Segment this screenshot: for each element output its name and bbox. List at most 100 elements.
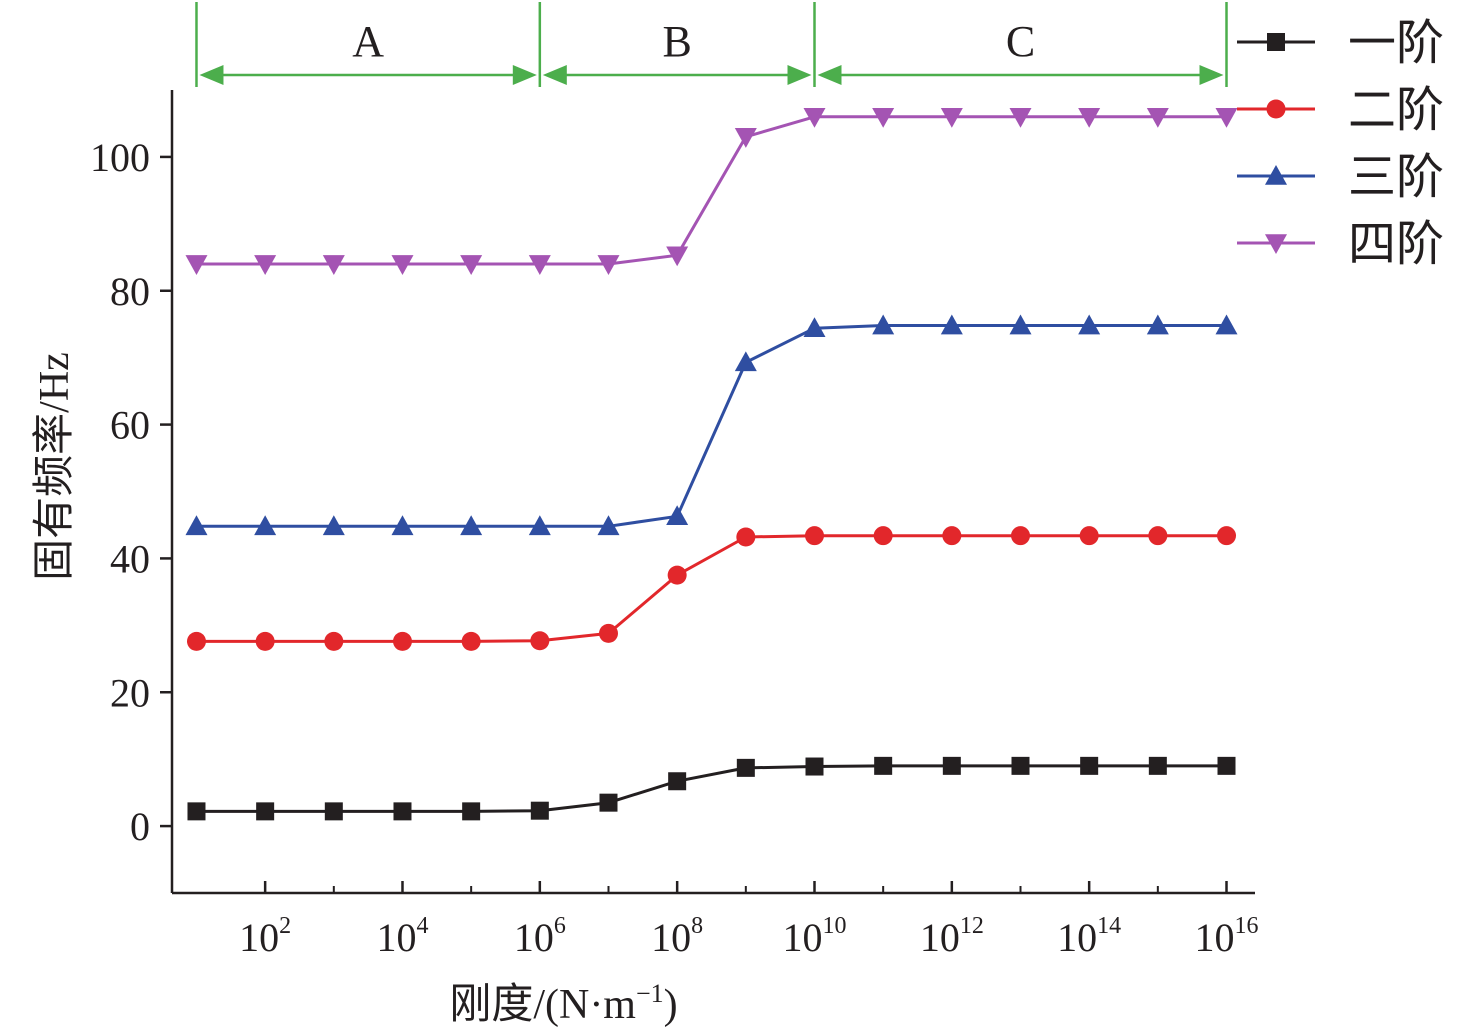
data-point [393, 802, 412, 821]
data-point [872, 314, 895, 335]
region-arrow-right-head [787, 65, 812, 85]
data-point [1080, 756, 1099, 775]
x-axis-title: 刚度/(N·m−1) [449, 979, 677, 1028]
data-point [667, 565, 687, 585]
plot-area [185, 107, 1238, 821]
legend-marker [1266, 99, 1286, 119]
x-tick-label: 106 [514, 913, 566, 960]
data-point [874, 756, 893, 775]
x-tick-exponent: 6 [554, 913, 566, 939]
data-point [460, 515, 483, 536]
region-arrow-right-head [512, 65, 537, 85]
data-point [1148, 526, 1168, 546]
data-point [599, 793, 618, 812]
legend-item-1: 一阶 [1237, 17, 1444, 70]
data-point [186, 631, 206, 651]
y-tick-label: 40 [110, 536, 150, 581]
x-tick-label: 102 [239, 913, 291, 960]
data-point [597, 515, 620, 536]
data-point [185, 255, 208, 275]
data-point [1011, 526, 1031, 546]
legend-label: 一阶 [1348, 17, 1444, 70]
legend-label: 三阶 [1348, 151, 1444, 204]
x-tick-label: 1014 [1057, 913, 1121, 960]
region-arrow-right-head [1199, 65, 1224, 85]
legend-label: 二阶 [1348, 84, 1444, 137]
data-point [324, 631, 344, 651]
x-tick-base: 10 [920, 915, 960, 960]
data-point [598, 623, 618, 643]
legend-label: 四阶 [1348, 218, 1444, 271]
data-point [1079, 526, 1099, 546]
region-label-c: C [1006, 17, 1035, 66]
y-tick-label: 0 [130, 804, 150, 849]
x-axis-title-main: 刚度/(N·m [449, 982, 636, 1028]
data-point [528, 255, 551, 275]
x-tick-label: 1010 [782, 913, 846, 960]
x-tick-exponent: 16 [1235, 913, 1259, 939]
data-point [734, 128, 757, 148]
data-point [1009, 314, 1032, 335]
data-point [1009, 107, 1032, 128]
data-point [322, 515, 345, 536]
x-tick-base: 10 [376, 915, 416, 960]
x-tick-base: 10 [651, 915, 691, 960]
x-tick-label: 108 [651, 913, 703, 960]
x-axis-title-tail: ) [664, 982, 678, 1028]
series-line [196, 534, 1227, 643]
data-point [736, 527, 756, 547]
data-point [530, 631, 550, 651]
series-2 [186, 526, 1237, 651]
x-tick-base: 10 [239, 915, 279, 960]
data-point [942, 756, 961, 775]
x-tick-exponent: 10 [822, 913, 846, 939]
series-line [196, 324, 1227, 528]
data-point [324, 802, 343, 821]
axis-titles: 固有频率/Hz 刚度/(N·m−1) [31, 352, 678, 1028]
series-line [196, 115, 1227, 266]
x-tick-base: 10 [1195, 915, 1235, 960]
series-1 [187, 756, 1236, 821]
data-point [185, 515, 208, 536]
data-point [736, 758, 755, 777]
data-point [804, 526, 824, 546]
legend-item-2: 二阶 [1237, 84, 1444, 137]
legend-item-3: 三阶 [1237, 151, 1444, 204]
data-point [530, 801, 549, 820]
series-4 [185, 107, 1238, 275]
legend-marker [1265, 234, 1287, 254]
data-point [805, 757, 824, 776]
data-point [940, 314, 963, 335]
data-point [1078, 314, 1101, 335]
region-arrow-left-head [817, 65, 842, 85]
data-point [1217, 526, 1237, 546]
data-point [462, 802, 481, 821]
series-3 [185, 314, 1238, 536]
y-tick-label: 80 [110, 269, 150, 314]
data-point [254, 515, 277, 536]
data-point [254, 255, 277, 275]
x-tick-label: 104 [376, 913, 428, 960]
data-point [940, 107, 963, 128]
data-point [942, 526, 962, 546]
data-point [528, 515, 551, 536]
y-tick-label: 20 [110, 670, 150, 715]
y-tick-label: 100 [90, 135, 150, 180]
data-point [803, 107, 826, 128]
data-point [873, 526, 893, 546]
data-point [1146, 107, 1169, 128]
y-tick-label: 60 [110, 403, 150, 448]
x-tick-label: 1016 [1195, 913, 1259, 960]
data-point [734, 351, 757, 372]
data-point [322, 255, 345, 275]
x-tick-base: 10 [782, 915, 822, 960]
data-point [1148, 756, 1167, 775]
x-tick-exponent: 2 [279, 913, 291, 939]
data-point [872, 107, 895, 128]
y-axis-title: 固有频率/Hz [31, 352, 78, 581]
data-point [666, 246, 689, 267]
x-axis-title-sup: −1 [636, 979, 664, 1008]
